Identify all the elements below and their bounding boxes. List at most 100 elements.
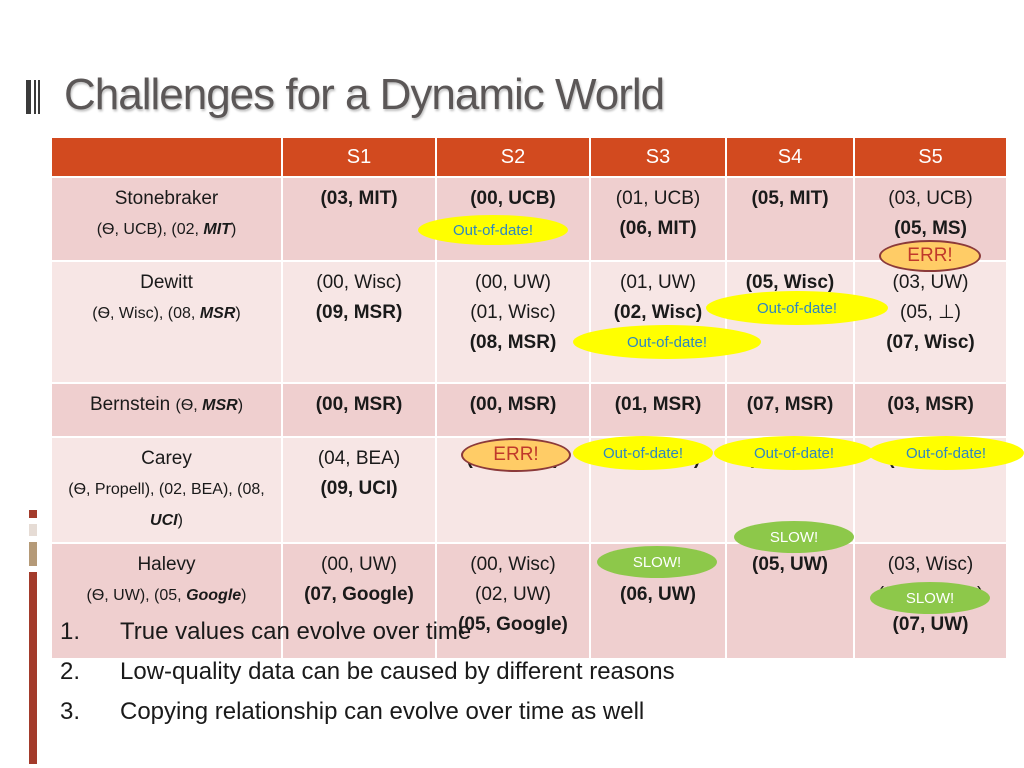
source-value: (05, ⊥)	[900, 302, 961, 323]
column-header-s3: S3	[590, 138, 727, 178]
slow-callout: SLOW!	[870, 582, 990, 614]
source-cell-s3: (01, UCB) (06, MIT)	[590, 177, 727, 262]
true-affiliations: (Ѳ, MSR)	[175, 397, 244, 414]
out-of-date-callout: Out-of-date!	[868, 436, 1024, 470]
table-header-row: S1 S2 S3 S4 S5	[52, 138, 1008, 178]
author-name: Bernstein	[89, 394, 171, 415]
slide-title: Challenges for a Dynamic World	[64, 70, 665, 119]
source-cell-s3: (01, MSR)	[590, 383, 727, 438]
table-row: Bernstein (Ѳ, MSR) (00, MSR) (00, MSR) (01,…	[52, 383, 1008, 438]
list-text: Copying relationship can evolve over tim…	[120, 698, 645, 725]
author-name: Carey	[141, 448, 192, 469]
source-cell-s2: (00, Wisc) (02, UW) (05, Google)	[436, 543, 591, 660]
source-cell-s1: (00, Wisc) (09, MSR)	[282, 261, 437, 384]
source-value: (05, Wisc)	[745, 272, 835, 293]
true-affiliations: (Ѳ, UCB), (02, MIT)	[96, 221, 237, 238]
author-cell: Bernstein (Ѳ, MSR)	[52, 383, 283, 438]
author-cell: Dewitt (Ѳ, Wisc), (08, MSR)	[52, 261, 283, 384]
source-value: (05, MIT)	[751, 188, 829, 209]
source-cell-s2: (00, MSR)	[436, 383, 591, 438]
source-cell-s5: (03, UW) (05, ⊥) (07, Wisc)	[854, 261, 1008, 384]
true-affiliation-current: MSR	[199, 305, 236, 322]
source-value: (00, MSR)	[315, 394, 403, 415]
source-value: (05, UW)	[752, 554, 828, 575]
source-cell-s5: (03, UCB) (05, MS)	[854, 177, 1008, 262]
out-of-date-callout: Out-of-date!	[573, 436, 713, 470]
source-cell-s1: (00, MSR)	[282, 383, 437, 438]
side-accent-bar	[29, 510, 37, 764]
list-item: 3. Copying relationship can evolve over t…	[60, 692, 675, 732]
source-value: (06, UW)	[620, 584, 696, 605]
source-value: (03, UCB)	[888, 188, 973, 209]
column-header-s4: S4	[726, 138, 855, 178]
true-affiliation-current: Google	[186, 587, 242, 604]
author-cell: Carey (Ѳ, Propell), (02, BEA), (08, UCI)	[52, 437, 283, 544]
source-value: (01, Wisc)	[470, 302, 556, 323]
true-affiliation-current: UCI	[150, 512, 178, 529]
author-name: Stonebraker	[114, 188, 219, 209]
source-cell-s1: (03, MIT)	[282, 177, 437, 262]
error-callout: ERR!	[461, 438, 571, 472]
author-name: Halevy	[137, 554, 196, 575]
list-number: 3.	[60, 698, 81, 725]
author-cell: Halevy (Ѳ, UW), (05, Google)	[52, 543, 283, 660]
source-cell-s5: (03, MSR)	[854, 383, 1008, 438]
source-value: (00, UW)	[321, 554, 397, 575]
true-affiliation-current: MIT	[203, 221, 231, 238]
list-item: 1. True values can evolve over time	[60, 612, 675, 652]
source-value: (03, MIT)	[320, 188, 398, 209]
source-value: (01, MSR)	[614, 394, 702, 415]
title-bars-decoration	[26, 80, 40, 114]
source-value: (00, MSR)	[469, 394, 557, 415]
column-header-s1: S1	[282, 138, 437, 178]
column-header-s2: S2	[436, 138, 591, 178]
true-affiliations: (Ѳ, Wisc), (08, MSR)	[92, 305, 241, 322]
source-value: (07, Google)	[304, 584, 414, 605]
column-header-s5: S5	[854, 138, 1008, 178]
source-value: (08, MSR)	[469, 332, 557, 353]
list-item: 2. Low-quality data can be caused by diff…	[60, 652, 675, 692]
out-of-date-callout: Out-of-date!	[573, 325, 761, 359]
source-value: (06, MIT)	[619, 218, 697, 239]
source-cell-s1: (00, UW) (07, Google)	[282, 543, 437, 660]
source-value: (00, UW)	[475, 272, 551, 293]
out-of-date-callout: Out-of-date!	[706, 291, 888, 325]
list-number: 1.	[60, 618, 81, 645]
list-text: True values can evolve over time	[120, 618, 472, 645]
source-value: (04, BEA)	[317, 448, 401, 469]
slow-callout: SLOW!	[734, 521, 854, 553]
true-affiliation-current: MSR	[202, 397, 238, 414]
source-value: (01, UW)	[620, 272, 696, 293]
source-value: (00, Wisc)	[316, 272, 402, 293]
list-text: Low-quality data can be caused by differ…	[120, 658, 675, 685]
out-of-date-callout: Out-of-date!	[418, 215, 568, 245]
true-affiliations: (Ѳ, Propell), (02, BEA), (08, UCI)	[68, 481, 265, 529]
source-value: (05, Google)	[458, 614, 568, 635]
source-cell-s1: (04, BEA) (09, UCI)	[282, 437, 437, 544]
source-value: (03, Wisc)	[887, 554, 974, 575]
table-row: Dewitt (Ѳ, Wisc), (08, MSR) (00, Wisc) (09,…	[52, 261, 1008, 384]
source-cell-s4: (05, UW)	[726, 543, 855, 660]
source-value: (03, UW)	[892, 272, 969, 293]
source-value: (07, Wisc)	[886, 332, 975, 353]
source-cell-s4: (07, MSR)	[726, 383, 855, 438]
source-value: (07, UW)	[892, 614, 969, 635]
source-value: (02, UW)	[475, 584, 551, 605]
author-cell: Stonebraker (Ѳ, UCB), (02, MIT)	[52, 177, 283, 262]
source-cell-s4: (05, MIT)	[726, 177, 855, 262]
slow-callout: SLOW!	[597, 546, 717, 578]
source-value: (00, Wisc)	[470, 554, 556, 575]
error-callout: ERR!	[879, 240, 981, 272]
source-value: (02, Wisc)	[613, 302, 703, 323]
source-value: (01, UCB)	[615, 188, 701, 209]
source-value: (03, MSR)	[887, 394, 974, 415]
author-name: Dewitt	[140, 272, 193, 293]
source-value: (00, UCB)	[470, 188, 556, 209]
key-points-list: 1. True values can evolve over time 2. Low-…	[60, 612, 675, 732]
source-cell-s2: (00, UW) (01, Wisc) (08, MSR)	[436, 261, 591, 384]
true-affiliations: (Ѳ, UW), (05, Google)	[86, 587, 247, 604]
column-header-blank	[52, 138, 283, 178]
source-value: (07, MSR)	[746, 394, 834, 415]
source-value: (09, UCI)	[320, 478, 398, 499]
source-value: (09, MSR)	[315, 302, 403, 323]
